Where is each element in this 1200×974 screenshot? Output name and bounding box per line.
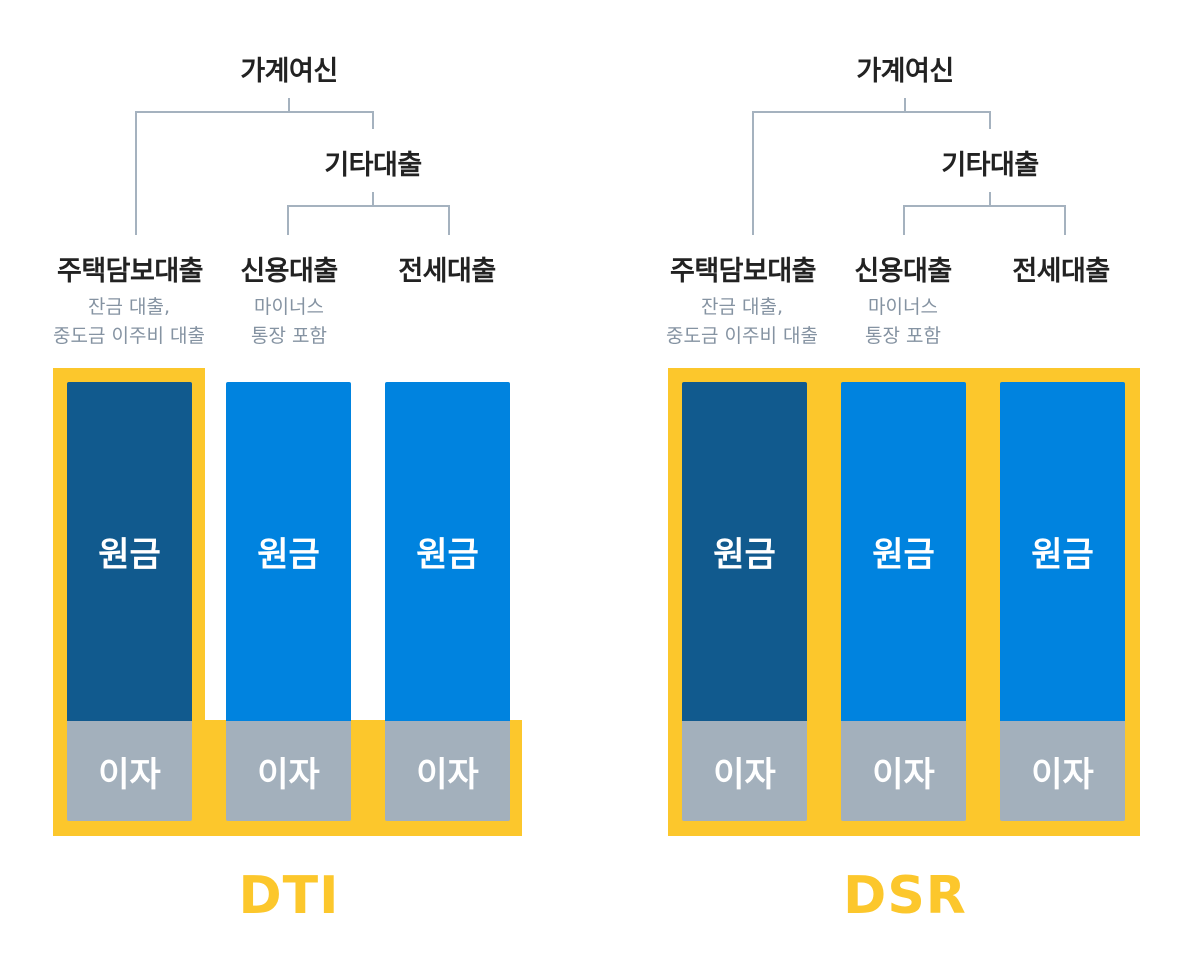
- group-title: 기타대출: [324, 150, 422, 181]
- interest-block: 이자: [841, 721, 966, 821]
- root-title: 가계여신: [856, 56, 954, 87]
- tree-connector: [287, 205, 289, 235]
- group-title: 기타대출: [941, 150, 1039, 181]
- tree-connector: [989, 192, 991, 206]
- principal-block: 원금: [682, 382, 807, 721]
- tree-connector: [288, 98, 290, 112]
- loan-name: 신용대출: [240, 256, 338, 287]
- principal-block: 원금: [1000, 382, 1125, 721]
- interest-block: 이자: [385, 721, 510, 821]
- tree-connector: [135, 111, 374, 113]
- loan-note: 잔금 대출, 중도금 이주비 대출: [666, 293, 818, 351]
- loan-note-line: 중도금 이주비 대출: [666, 325, 818, 347]
- loan-note: 잔금 대출, 중도금 이주비 대출: [53, 293, 205, 351]
- loan-bar: 원금 이자: [385, 382, 510, 821]
- loan-note-line: 통장 포함: [865, 325, 941, 347]
- loan-name: 주택담보대출: [669, 256, 817, 287]
- tree-connector: [448, 205, 450, 235]
- tree-connector: [1064, 205, 1066, 235]
- tree-connector: [904, 98, 906, 112]
- loan-note-line: 중도금 이주비 대출: [53, 325, 205, 347]
- tree-connector: [989, 111, 991, 129]
- loan-name: 전세대출: [398, 256, 496, 287]
- tree-connector: [287, 205, 450, 207]
- loan-bar: 원금 이자: [226, 382, 351, 821]
- diagram-label: DTI: [238, 866, 340, 926]
- loan-name: 주택담보대출: [56, 256, 204, 287]
- loan-bar: 원금 이자: [841, 382, 966, 821]
- loan-bar: 원금 이자: [1000, 382, 1125, 821]
- loan-note-line: 통장 포함: [251, 325, 327, 347]
- principal-block: 원금: [841, 382, 966, 721]
- loan-note-line: 마이너스: [254, 296, 324, 318]
- principal-block: 원금: [67, 382, 192, 721]
- loan-note-line: 마이너스: [868, 296, 938, 318]
- loan-name: 전세대출: [1012, 256, 1110, 287]
- tree-connector: [903, 205, 1066, 207]
- interest-block: 이자: [226, 721, 351, 821]
- loan-note: 마이너스 통장 포함: [865, 293, 941, 351]
- principal-block: 원금: [385, 382, 510, 721]
- loan-note-line: 잔금 대출,: [700, 296, 783, 318]
- loan-bar: 원금 이자: [67, 382, 192, 821]
- tree-connector: [372, 192, 374, 206]
- tree-connector: [752, 111, 991, 113]
- loan-bar: 원금 이자: [682, 382, 807, 821]
- tree-connector: [903, 205, 905, 235]
- principal-block: 원금: [226, 382, 351, 721]
- diagram-label: DSR: [843, 866, 967, 926]
- interest-block: 이자: [67, 721, 192, 821]
- tree-connector: [135, 111, 137, 235]
- loan-note-line: 잔금 대출,: [87, 296, 170, 318]
- interest-block: 이자: [1000, 721, 1125, 821]
- tree-connector: [752, 111, 754, 235]
- interest-block: 이자: [682, 721, 807, 821]
- tree-connector: [372, 111, 374, 129]
- loan-note: 마이너스 통장 포함: [251, 293, 327, 351]
- loan-name: 신용대출: [854, 256, 952, 287]
- root-title: 가계여신: [240, 56, 338, 87]
